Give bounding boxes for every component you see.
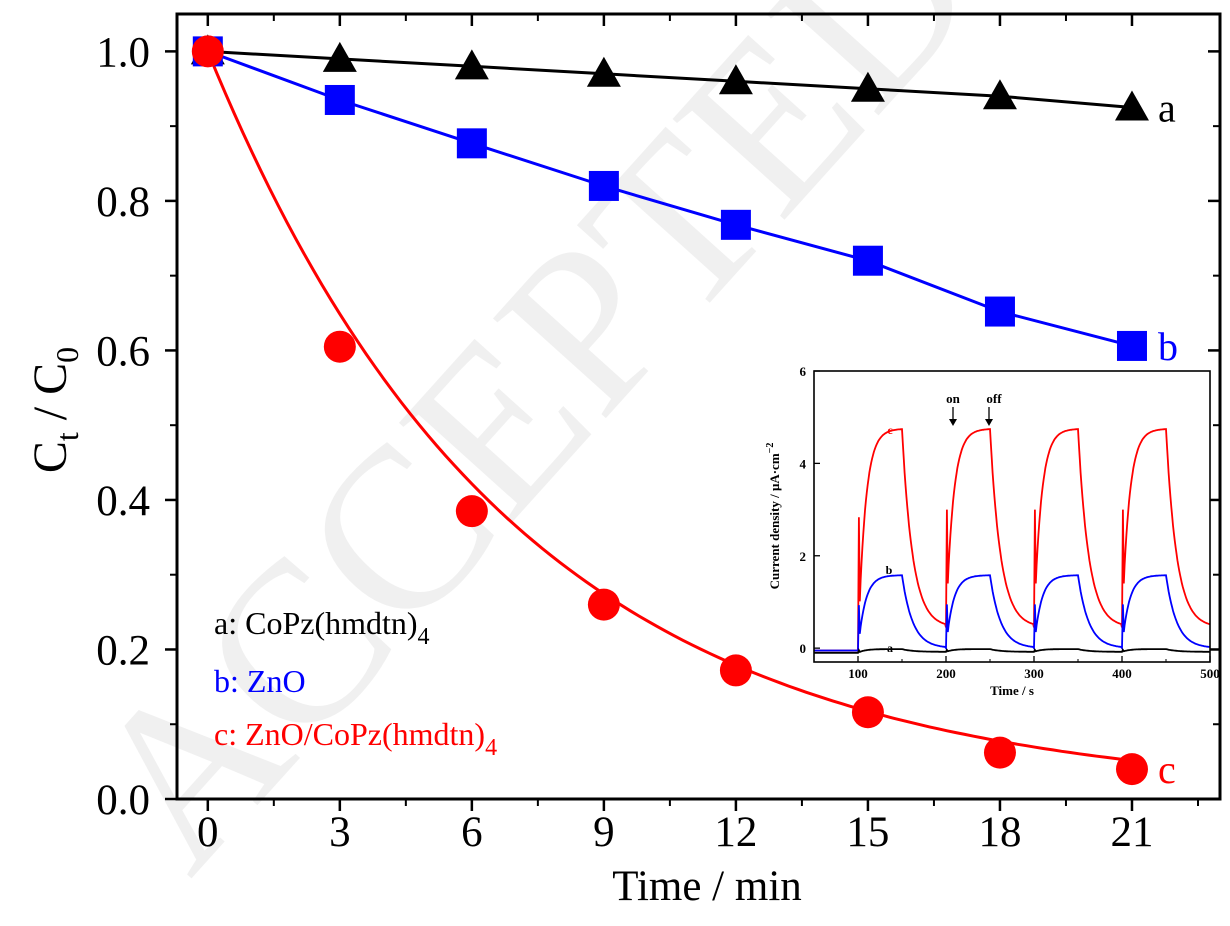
series-b-point bbox=[852, 245, 883, 276]
inset-series-b-label: b bbox=[886, 563, 893, 577]
series-a-point bbox=[1114, 90, 1149, 121]
main-markers bbox=[190, 34, 1149, 786]
inset-chart: c b a 100 200 300 400 500 0 2 4 6 Time / s Current… bbox=[765, 364, 1220, 698]
x-tick-label: 15 bbox=[846, 809, 889, 856]
y-tick-label: 0.8 bbox=[96, 179, 150, 226]
x-tick-label: 3 bbox=[329, 809, 351, 856]
inset-series-c-label: c bbox=[887, 423, 893, 437]
inset-curves: c b a bbox=[814, 423, 1211, 655]
series-b-point bbox=[1116, 330, 1147, 361]
series-b-point bbox=[324, 84, 355, 115]
inset-off-label: off bbox=[986, 391, 1002, 406]
series-b-line bbox=[207, 49, 1133, 348]
inset-x-tick-label: 400 bbox=[1112, 666, 1132, 681]
inset-series-a-line bbox=[814, 647, 1210, 654]
series-a-point bbox=[982, 79, 1017, 110]
series-a-point bbox=[850, 71, 885, 102]
x-tick-label: 6 bbox=[461, 809, 483, 856]
legend-entry-c: c: ZnO/CoPz(hmdtn)4 bbox=[214, 716, 497, 761]
series-a-line bbox=[207, 49, 1133, 109]
inset-x-tick-label: 200 bbox=[936, 666, 956, 681]
legend-entry-b: b: ZnO bbox=[214, 663, 306, 699]
y-tick-label: 0.6 bbox=[96, 328, 150, 375]
inset-y-tick-label: 0 bbox=[800, 641, 807, 656]
x-tick-label: 9 bbox=[593, 809, 615, 856]
inset-series-c-line bbox=[814, 428, 1211, 652]
x-axis-label: Time / min bbox=[612, 863, 802, 910]
series-c-point bbox=[323, 330, 356, 363]
series-c-point bbox=[719, 654, 752, 687]
legend-entry-a: a: CoPz(hmdtn)4 bbox=[214, 605, 430, 650]
inset-plot-frame bbox=[813, 370, 1211, 663]
series-c-point bbox=[455, 495, 488, 528]
series-b-end-label: b bbox=[1158, 324, 1178, 369]
series-b-point bbox=[588, 170, 619, 201]
series-b-point bbox=[720, 209, 751, 240]
series-c-point bbox=[1115, 753, 1148, 786]
inset-axis-ticks: 100 200 300 400 500 0 2 4 6 bbox=[800, 364, 1220, 681]
series-c-point bbox=[587, 588, 620, 621]
inset-x-tick-label: 300 bbox=[1024, 666, 1044, 681]
main-axis-ticks: 0 3 6 9 12 15 18 21 0.0 0.2 0.4 0.6 0.8 1.0 bbox=[96, 14, 1220, 856]
inset-y-tick-label: 6 bbox=[800, 364, 807, 379]
inset-x-axis-label: Time / s bbox=[990, 683, 1034, 698]
x-tick-label: 0 bbox=[197, 809, 219, 856]
series-c-line bbox=[206, 50, 1133, 762]
main-chart: 0 3 6 9 12 15 18 21 0.0 0.2 0.4 0.6 0.8 1.0 a b c Time … bbox=[24, 12, 1222, 910]
series-a-point bbox=[322, 41, 357, 72]
y-axis-label: Ct / C0 bbox=[24, 347, 85, 473]
main-series-end-labels: a b c bbox=[1158, 85, 1178, 792]
inset-y-tick-label: 4 bbox=[800, 456, 807, 471]
inset-background bbox=[814, 371, 1210, 662]
inset-x-tick-label: 100 bbox=[848, 666, 868, 681]
x-tick-label: 12 bbox=[714, 809, 757, 856]
y-tick-label: 0.4 bbox=[96, 478, 150, 525]
series-b-point bbox=[984, 296, 1015, 327]
x-tick-label: 21 bbox=[1110, 809, 1153, 856]
y-tick-label: 0.2 bbox=[96, 627, 150, 674]
series-a-point bbox=[586, 56, 621, 87]
series-c-point bbox=[191, 35, 224, 68]
series-a-end-label: a bbox=[1158, 85, 1176, 130]
y-tick-label: 1.0 bbox=[96, 29, 150, 76]
x-tick-label: 18 bbox=[978, 809, 1021, 856]
main-curves bbox=[206, 49, 1133, 762]
inset-y-tick-label: 2 bbox=[800, 549, 807, 564]
series-a-point bbox=[718, 64, 753, 95]
series-c-point bbox=[983, 736, 1016, 769]
series-b-point bbox=[456, 128, 487, 159]
inset-y-axis-label: Current density / μA·cm−2 bbox=[765, 443, 782, 590]
y-tick-label: 0.0 bbox=[96, 777, 150, 824]
series-a-point bbox=[454, 49, 489, 80]
inset-series-a-label: a bbox=[887, 641, 893, 655]
series-c-point bbox=[851, 696, 884, 729]
main-plot-frame bbox=[175, 12, 1222, 801]
legend: a: CoPz(hmdtn)4 b: ZnO c: ZnO/CoPz(hmdtn… bbox=[214, 605, 497, 761]
inset-on-marker: on bbox=[946, 391, 961, 426]
inset-series-b-line bbox=[814, 574, 1211, 652]
inset-x-tick-label: 500 bbox=[1200, 666, 1220, 681]
inset-off-marker: off bbox=[985, 391, 1002, 426]
inset-on-label: on bbox=[946, 391, 961, 406]
series-c-end-label: c bbox=[1158, 747, 1176, 792]
